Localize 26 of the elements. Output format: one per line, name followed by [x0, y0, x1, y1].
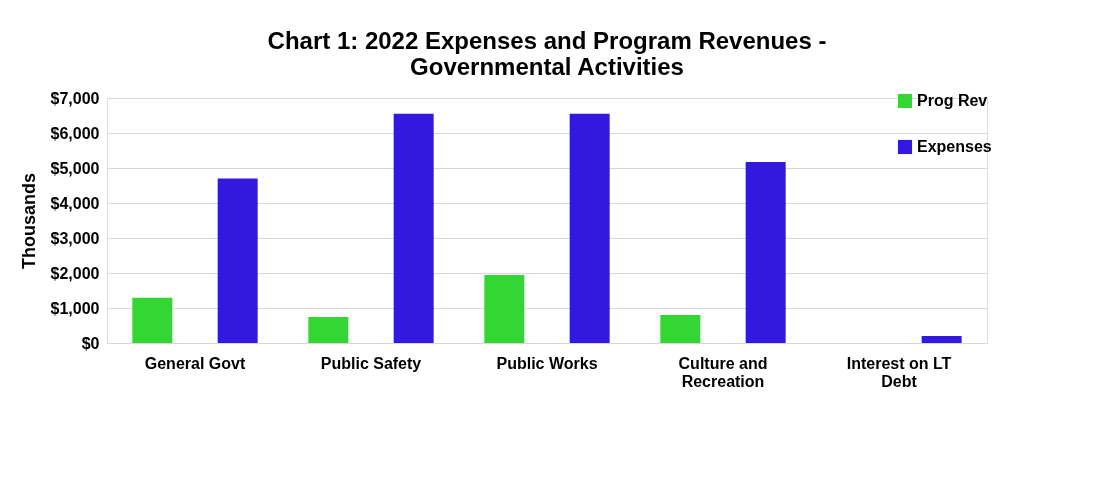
y-tick-label: $1,000 — [50, 299, 100, 317]
y-tick-label: $2,000 — [50, 264, 100, 282]
chart-title: Chart 1: 2022 Expenses and Program Revenues - Governmental Activities — [267, 27, 827, 80]
x-tick-label: Public Safety — [320, 354, 422, 372]
bar — [217, 178, 258, 343]
bar — [308, 317, 349, 343]
bar — [569, 113, 610, 343]
bar — [745, 162, 786, 343]
x-tick-label: General Govt — [144, 354, 246, 372]
y-tick-label: $4,000 — [50, 194, 100, 212]
bar — [132, 297, 173, 343]
y-axis-title: Thousands — [18, 172, 39, 270]
y-tick-label: $7,000 — [50, 89, 100, 107]
x-tick-label: Interest on LT Debt — [846, 354, 952, 390]
legend-label: Prog Rev — [917, 92, 988, 109]
x-tick-label: Culture and Recreation — [678, 354, 768, 390]
y-tick-label: $6,000 — [50, 124, 100, 142]
y-tick-label: $5,000 — [50, 159, 100, 177]
legend-label: Expenses — [917, 138, 992, 155]
bar — [660, 315, 701, 343]
x-tick-label: Public Works — [496, 354, 598, 372]
bar — [921, 336, 962, 343]
y-tick-label: $0 — [81, 334, 100, 352]
bar — [484, 275, 525, 343]
bar — [393, 113, 434, 343]
y-tick-label: $3,000 — [50, 229, 100, 247]
